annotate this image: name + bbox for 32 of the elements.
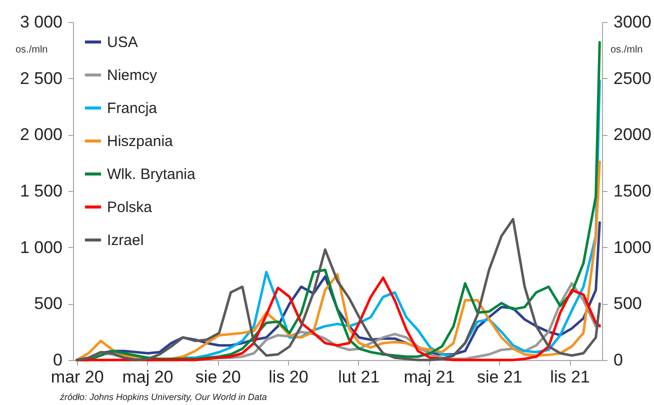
y-tick-label: 1 000 [20,238,62,257]
y-tick-label: 500 [34,294,62,314]
text: źródło: Johns Hopkins University, Our World in Data [60,392,267,402]
x-tick-label: mar 20 [50,368,104,386]
x-tick-label: sie 20 [195,368,241,386]
legend-label: Wlk. Brytania [107,166,196,183]
y-tick-label: 1 500 [20,182,62,200]
y2-axis-title: os./mln [610,44,643,56]
y-tick-label: 2 500 [20,68,62,88]
x-tick-label: lis 20 [268,368,308,386]
y-tick-label: 3 000 [20,12,62,32]
x-tick-label: maj 20 [122,368,174,386]
y2-tick-label: 0 [614,350,623,370]
x-tick-label: lut 21 [338,368,380,386]
y2-tick-label: 1000 [614,238,652,257]
legend-label: Polska [107,199,153,216]
y2-tick-label: 2000 [614,125,652,144]
x-tick-label: maj 21 [404,368,455,386]
y2-tick-label: 1500 [614,182,652,200]
legend-label: USA [107,34,138,51]
y2-tick-label: 3000 [614,12,652,32]
legend-label: Niemcy [107,67,158,84]
y-tick-label: 0 [53,350,62,370]
y-tick-label: 2 000 [20,125,62,144]
legend-label: Francja [107,100,158,117]
legend-label: Izrael [107,232,144,249]
legend-label: Hiszpania [107,133,174,150]
y2-tick-label: 2500 [614,68,652,88]
x-tick-label: sie 21 [476,368,522,386]
y-axis-title: os./mln [16,44,48,56]
y2-tick-label: 500 [614,294,642,314]
x-tick-label: lis 21 [550,368,590,386]
